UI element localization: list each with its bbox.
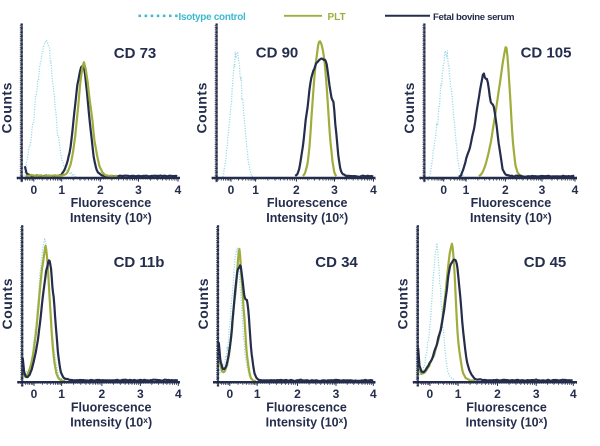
svg-text:Counts: Counts: [195, 278, 211, 330]
svg-text:Counts: Counts: [395, 278, 411, 330]
svg-text:PLT: PLT: [328, 12, 346, 23]
svg-text:0: 0: [427, 387, 434, 401]
svg-text:Counts: Counts: [0, 278, 15, 330]
svg-text:1: 1: [58, 183, 65, 197]
svg-text:0: 0: [30, 183, 37, 197]
svg-text:4: 4: [572, 183, 579, 197]
svg-text:CD 11b: CD 11b: [114, 254, 165, 271]
svg-text:1: 1: [58, 387, 65, 401]
svg-text:Fluorescence: Fluorescence: [471, 196, 552, 210]
svg-text:4: 4: [570, 387, 577, 401]
svg-text:0: 0: [228, 183, 235, 197]
svg-text:Counts: Counts: [193, 82, 209, 134]
svg-text:2: 2: [99, 387, 106, 401]
svg-text:3: 3: [533, 387, 540, 401]
svg-text:CD 90: CD 90: [256, 44, 299, 61]
svg-text:Intensity (10x): Intensity (10x): [70, 211, 152, 226]
svg-text:0: 0: [440, 183, 447, 197]
svg-text:Fluorescence: Fluorescence: [71, 196, 152, 210]
svg-text:0: 0: [226, 387, 233, 401]
svg-text:CD 34: CD 34: [315, 254, 358, 271]
svg-text:Fluorescence: Fluorescence: [267, 196, 348, 210]
svg-text:Fetal bovine serum: Fetal bovine serum: [433, 12, 514, 23]
svg-text:3: 3: [135, 183, 142, 197]
svg-text:3: 3: [539, 183, 546, 197]
svg-text:CD 105: CD 105: [521, 45, 572, 62]
svg-text:2: 2: [502, 183, 509, 197]
svg-text:Isotype control: Isotype control: [179, 12, 247, 23]
svg-text:2: 2: [294, 387, 301, 401]
svg-text:3: 3: [137, 387, 144, 401]
svg-text:2: 2: [97, 183, 104, 197]
svg-text:CD 45: CD 45: [524, 254, 567, 271]
svg-text:2: 2: [293, 183, 300, 197]
svg-text:4: 4: [370, 183, 377, 197]
svg-text:Intensity (10x): Intensity (10x): [266, 211, 348, 226]
svg-text:1: 1: [252, 183, 259, 197]
svg-text:1: 1: [254, 387, 261, 401]
svg-text:3: 3: [333, 387, 340, 401]
svg-text:1: 1: [463, 183, 470, 197]
svg-text:Intensity (10x): Intensity (10x): [470, 211, 552, 226]
svg-text:3: 3: [331, 183, 338, 197]
svg-text:4: 4: [175, 387, 182, 401]
svg-text:Fluorescence: Fluorescence: [466, 401, 547, 415]
svg-text:Counts: Counts: [401, 82, 417, 134]
svg-text:CD 73: CD 73: [114, 45, 157, 62]
svg-text:Fluorescence: Fluorescence: [266, 401, 347, 415]
svg-text:Intensity (10x): Intensity (10x): [70, 415, 152, 430]
svg-text:1: 1: [455, 387, 462, 401]
svg-text:Fluorescence: Fluorescence: [71, 401, 152, 415]
svg-text:4: 4: [175, 183, 182, 197]
svg-text:2: 2: [494, 387, 501, 401]
svg-text:4: 4: [370, 387, 377, 401]
svg-text:Counts: Counts: [0, 82, 15, 134]
svg-text:0: 0: [31, 387, 38, 401]
svg-text:Intensity (10x): Intensity (10x): [466, 415, 548, 430]
svg-text:Intensity (10x): Intensity (10x): [266, 415, 348, 430]
